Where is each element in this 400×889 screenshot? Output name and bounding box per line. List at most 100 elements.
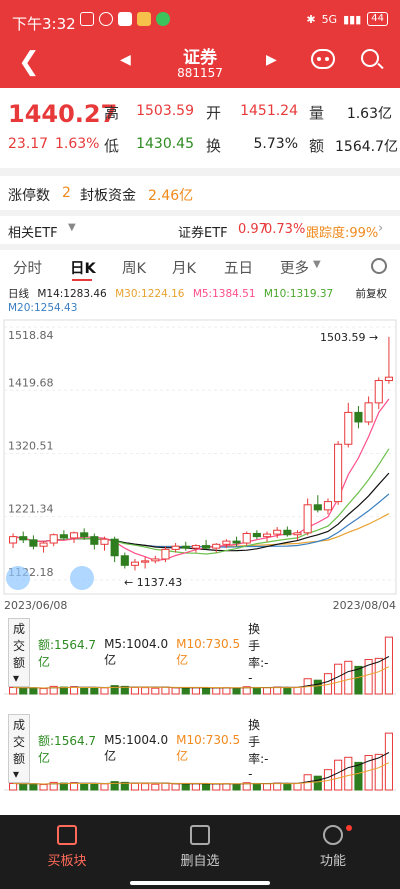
volume-bar	[141, 687, 150, 695]
volume-bar	[354, 665, 363, 695]
volume-bar	[80, 687, 89, 695]
tab-more[interactable]: 更多	[280, 261, 309, 277]
volume-bar	[49, 781, 58, 791]
volume-bar	[80, 783, 89, 791]
nav-bar: ❮ ◀ 证券 881157 ▶	[0, 40, 400, 88]
volume-bar	[69, 686, 79, 695]
volume-bar	[344, 660, 353, 695]
tab-intraday[interactable]: 分时	[13, 261, 42, 277]
volume-bar	[181, 783, 190, 791]
tab-daily[interactable]: 日K	[70, 261, 96, 277]
candle	[212, 543, 221, 549]
low-value: 1430.45	[136, 136, 194, 152]
y-tick-label: 1221.34	[8, 503, 54, 516]
related-etf-row[interactable]: 相关ETF ▼ 证券ETF 0.97 0.73% 跟踪度:99% ›	[0, 216, 400, 244]
candle	[151, 558, 160, 562]
chart-frame	[3, 319, 397, 595]
volume-bar	[283, 783, 292, 791]
volume-turnover: 换手率:--	[248, 718, 269, 781]
high-value: 1503.59	[136, 103, 194, 119]
functions-button[interactable]: 功能	[293, 825, 373, 869]
tab-weekly[interactable]: 周K	[122, 261, 147, 277]
high-label: 高	[104, 104, 120, 122]
mute-icon	[80, 12, 94, 26]
divider	[0, 210, 400, 216]
candle	[141, 560, 150, 563]
etf-name: 证券ETF	[178, 226, 228, 241]
etf-price: 0.97	[238, 222, 267, 237]
volume-svg-1	[4, 636, 396, 695]
bottom-bar: 买板块 删自选 功能	[0, 815, 400, 889]
volume-bar	[273, 686, 282, 695]
candle	[19, 536, 28, 541]
candle	[120, 555, 129, 566]
related-etf-label: 相关ETF	[8, 226, 58, 241]
candle	[354, 411, 363, 423]
x-start-label: 2023/06/08	[4, 599, 67, 612]
active-tab-indicator	[72, 279, 92, 281]
volume-indicator-select[interactable]: 成交额 ▾	[8, 618, 31, 687]
candle	[90, 536, 99, 545]
ma10-value: M10:1319.37	[263, 288, 334, 300]
volume-bar	[374, 753, 383, 791]
period-tabs: 分时 日K 周K 月K 五日 更多 ▼	[0, 251, 400, 281]
remove-icon	[190, 825, 210, 845]
candle	[39, 542, 48, 547]
volume-m10: M10:730.5亿	[176, 733, 241, 763]
settings-icon[interactable]	[371, 258, 387, 274]
volume-bar	[293, 686, 302, 695]
volume-bar	[344, 756, 353, 791]
buy-icon	[57, 825, 77, 845]
remove-watchlist-button[interactable]: 删自选	[160, 825, 240, 869]
candle	[364, 402, 373, 423]
volume-bar	[171, 687, 180, 695]
volume-bar	[100, 783, 109, 791]
ma30-value: M30:1224.16	[115, 288, 185, 300]
candle	[262, 533, 272, 538]
phone-icon	[156, 12, 170, 26]
adjust-type[interactable]: 前复权	[355, 288, 388, 300]
kline-type: 日线	[8, 288, 29, 300]
volume-bar	[262, 783, 272, 791]
volume-header-2: 成交额 ▾ 额:1564.7亿 M5:1004.0亿 M10:730.5亿 换手…	[8, 714, 269, 783]
y-tick-label: 1518.84	[8, 329, 54, 342]
volume-ma10-line	[13, 762, 390, 785]
tab-monthly[interactable]: 月K	[172, 261, 197, 277]
candle	[384, 376, 393, 382]
more-dropdown-icon[interactable]: ▼	[313, 259, 321, 270]
header: 下午3:32 ✱ 5G ▮▮▮ 44 ❮ ◀ 证券 881157 ▶	[0, 0, 400, 88]
tab-five-day[interactable]: 五日	[224, 261, 253, 277]
robot-assistant-icon[interactable]	[311, 49, 335, 69]
bluetooth-icon: ✱	[306, 12, 316, 26]
volume-bar	[232, 687, 241, 695]
volume-bar	[334, 663, 343, 695]
status-icons	[80, 12, 170, 26]
volume-indicator-select[interactable]: 成交额 ▾	[8, 714, 31, 783]
ma20-value: M20:1254.43	[8, 302, 78, 314]
volume-bar	[313, 775, 322, 791]
next-stock-button[interactable]: ▶	[266, 52, 277, 68]
alarm-icon	[99, 12, 113, 26]
candle	[181, 545, 190, 549]
zoom-in-icon	[70, 566, 94, 590]
volume-bar	[181, 687, 190, 695]
amount-label: 额	[309, 137, 325, 155]
ma14-value: M14:1283.46	[37, 288, 107, 300]
search-icon[interactable]	[361, 49, 379, 67]
volume-label: 量	[309, 104, 325, 122]
volume-indicator-label: 成交额	[13, 622, 26, 670]
volume-bar	[161, 782, 170, 791]
price-change: 23.17	[8, 136, 49, 152]
volume-bar	[334, 759, 343, 791]
volume-bar	[9, 686, 18, 695]
home-indicator	[130, 881, 270, 885]
back-button[interactable]: ❮	[18, 47, 40, 77]
volume-bar	[59, 782, 68, 791]
volume-amount: 额:1564.7亿	[38, 637, 97, 669]
kline-chart[interactable]: 1518.84 1419.68 1320.51 1221.34 1122.18 1503.…	[0, 312, 400, 616]
candle	[232, 540, 241, 544]
dropdown-icon[interactable]: ▼	[68, 222, 76, 233]
prev-stock-button[interactable]: ◀	[120, 52, 131, 68]
buy-sector-button[interactable]: 买板块	[27, 825, 107, 869]
app-icon	[118, 12, 132, 26]
